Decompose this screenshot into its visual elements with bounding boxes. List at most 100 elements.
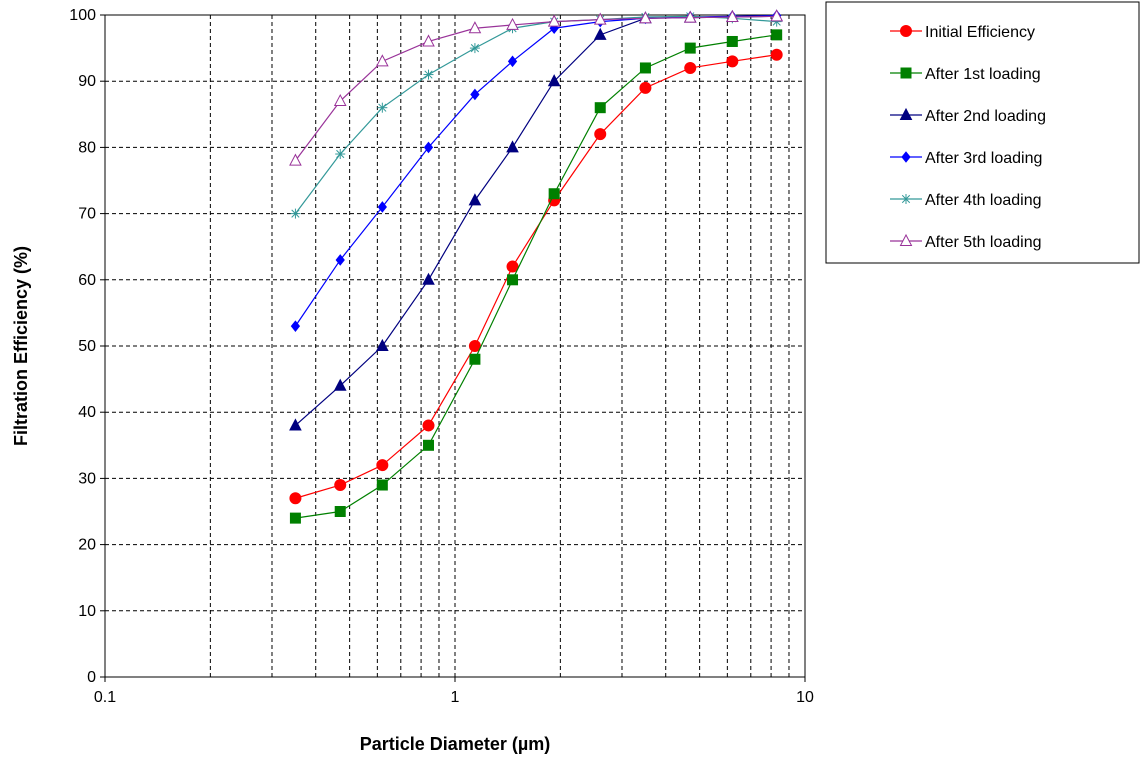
legend-item: After 3rd loading bbox=[890, 150, 1042, 167]
series-1 bbox=[289, 48, 783, 505]
data-point bbox=[468, 21, 482, 34]
legend-marker bbox=[901, 194, 911, 204]
data-point bbox=[593, 27, 607, 40]
legend-label: After 5th loading bbox=[925, 234, 1042, 251]
data-point bbox=[423, 69, 434, 80]
y-tick-label: 60 bbox=[78, 272, 96, 289]
data-point bbox=[639, 11, 652, 24]
data-point bbox=[771, 29, 783, 41]
series-line bbox=[295, 54, 777, 499]
data-point bbox=[507, 55, 518, 68]
data-point bbox=[376, 459, 389, 472]
y-tick-label: 0 bbox=[87, 669, 96, 686]
data-point bbox=[335, 149, 346, 160]
data-point bbox=[422, 439, 434, 451]
data-point bbox=[547, 74, 561, 87]
data-point bbox=[469, 353, 481, 365]
data-point bbox=[506, 17, 519, 30]
data-point bbox=[683, 10, 697, 23]
legend-label: After 4th loading bbox=[925, 192, 1042, 209]
data-point bbox=[333, 378, 347, 391]
data-point bbox=[334, 506, 346, 517]
grid-lines bbox=[105, 15, 805, 677]
data-point bbox=[469, 43, 480, 54]
legend-item: After 5th loading bbox=[890, 233, 1042, 251]
legend-marker bbox=[900, 67, 912, 79]
legend-item: After 2nd loading bbox=[890, 107, 1046, 125]
x-axis-title: Particle Diameter (µm) bbox=[360, 734, 550, 754]
legend-item: After 4th loading bbox=[890, 192, 1042, 209]
data-point bbox=[422, 34, 435, 47]
data-point bbox=[290, 320, 301, 332]
data-point bbox=[376, 338, 389, 351]
data-point bbox=[507, 274, 519, 286]
data-point bbox=[468, 340, 481, 352]
data-point bbox=[506, 140, 519, 153]
y-axis-title: Filtration Efficiency (%) bbox=[11, 246, 31, 446]
y-tick-label: 10 bbox=[78, 603, 96, 620]
y-tick-label: 70 bbox=[78, 206, 96, 223]
legend-label: After 3rd loading bbox=[925, 150, 1042, 167]
y-tick-label: 30 bbox=[78, 470, 96, 487]
legend: Initial Efficiency After 1st loading After… bbox=[825, 1, 1140, 264]
data-point bbox=[289, 153, 302, 166]
data-point bbox=[726, 9, 739, 22]
data-point bbox=[594, 128, 607, 141]
data-point bbox=[594, 102, 606, 114]
series-line bbox=[294, 15, 777, 162]
data-point bbox=[548, 188, 560, 200]
y-tick-label: 40 bbox=[78, 404, 96, 421]
data-point bbox=[506, 260, 519, 273]
data-point bbox=[726, 35, 738, 47]
series-4 bbox=[290, 9, 782, 332]
y-tick-label: 90 bbox=[78, 73, 96, 90]
data-point bbox=[468, 193, 482, 206]
x-tick-labels: 0.1 1 10 bbox=[94, 677, 814, 706]
series-line bbox=[295, 34, 777, 519]
legend-item: Initial Efficiency bbox=[890, 24, 1035, 41]
series-line bbox=[294, 15, 777, 214]
data-point bbox=[422, 419, 435, 432]
legend-box bbox=[825, 1, 1140, 264]
series-line bbox=[295, 15, 777, 426]
legend-marker bbox=[900, 25, 912, 37]
y-tick-label: 20 bbox=[78, 537, 96, 554]
data-point bbox=[639, 62, 651, 74]
data-point bbox=[593, 12, 607, 25]
legend-label: Initial Efficiency bbox=[925, 24, 1035, 41]
data-point bbox=[377, 102, 388, 113]
y-tick-label: 50 bbox=[78, 338, 96, 355]
legend-item: After 1st loading bbox=[890, 66, 1041, 83]
data-point bbox=[770, 48, 783, 61]
x-tick-label: 0.1 bbox=[94, 689, 116, 706]
data-point bbox=[377, 201, 387, 213]
data-point bbox=[470, 88, 480, 101]
series-3 bbox=[289, 9, 784, 431]
data-point bbox=[423, 141, 434, 154]
x-tick-label: 1 bbox=[451, 689, 460, 706]
series-6 bbox=[289, 9, 784, 166]
legend-label: After 1st loading bbox=[925, 66, 1041, 83]
legend-marker bbox=[901, 151, 911, 163]
data-point bbox=[639, 81, 652, 94]
data-point bbox=[289, 492, 302, 505]
data-point bbox=[770, 9, 784, 22]
data-point bbox=[335, 254, 345, 266]
data-point bbox=[422, 272, 435, 285]
legend-marker bbox=[899, 233, 913, 246]
y-tick-label: 100 bbox=[69, 7, 96, 24]
y-tick-label: 80 bbox=[78, 139, 96, 156]
x-tick-label: 10 bbox=[796, 689, 814, 706]
data-point bbox=[684, 42, 696, 54]
data-point bbox=[289, 512, 301, 524]
data-point bbox=[333, 93, 347, 107]
data-point bbox=[290, 208, 301, 219]
series-2 bbox=[289, 29, 783, 524]
data-point bbox=[334, 479, 347, 492]
data-point bbox=[684, 61, 697, 74]
series-lines bbox=[289, 9, 784, 524]
data-point bbox=[726, 55, 739, 68]
data-point bbox=[376, 479, 388, 491]
y-tick-labels: 0 10 20 30 40 50 60 70 80 90 100 bbox=[69, 7, 105, 686]
